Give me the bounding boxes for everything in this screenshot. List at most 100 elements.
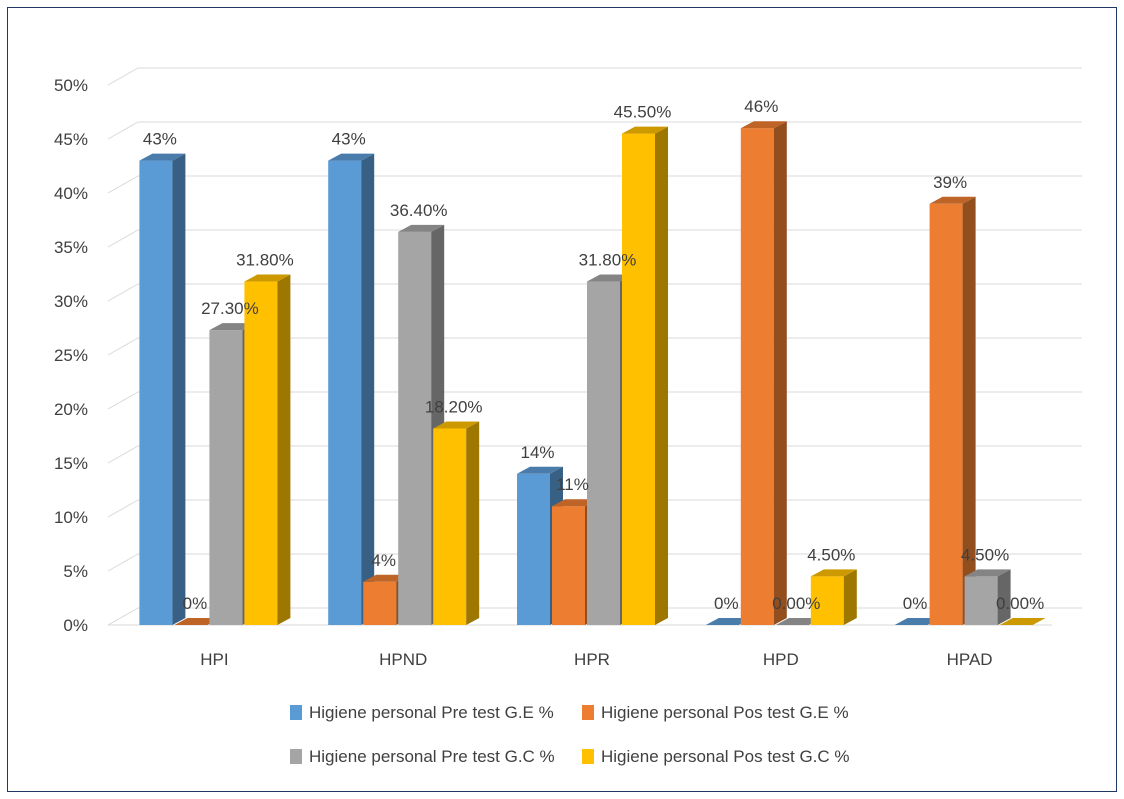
data-label: 43% (143, 130, 177, 149)
category-label: HPD (763, 650, 799, 669)
y-tick-label: 35% (54, 238, 88, 257)
gridline-diagonal (107, 229, 139, 248)
bar-side (172, 153, 186, 625)
gridline-diagonal (107, 553, 139, 572)
bar-top (622, 126, 668, 134)
bar (999, 618, 1046, 625)
bar-front (398, 231, 432, 625)
y-tick-label: 20% (54, 400, 88, 419)
bar-zero-cap (999, 618, 1046, 625)
y-tick-label: 45% (54, 130, 88, 149)
bar-front (740, 128, 774, 625)
bar-top (740, 121, 787, 129)
bar-front (363, 581, 397, 625)
bar-side (277, 274, 291, 625)
legend-label: Higiene personal Pre test G.E % (309, 703, 554, 722)
bar-zero-cap (894, 618, 941, 625)
data-label: 27.30% (201, 299, 259, 318)
bar-top (363, 574, 410, 582)
gridline-diagonal (107, 121, 139, 140)
gridline-diagonal (107, 607, 139, 626)
bar-side (962, 196, 976, 626)
data-label: 4.50% (807, 545, 855, 564)
bar (810, 569, 857, 625)
gridline-diagonal (107, 391, 139, 410)
bar (964, 569, 1011, 625)
legend-label: Higiene personal Pre test G.C % (309, 747, 555, 766)
data-label: 18.20% (425, 397, 483, 416)
y-tick-label: 25% (54, 346, 88, 365)
bar-front (929, 203, 963, 626)
bar (894, 618, 941, 625)
legend-swatch (582, 705, 594, 720)
bar-side (655, 126, 668, 625)
bar (622, 126, 668, 625)
y-axis-ticks: 0% 5% 10% 15% 20% 25% 30% 35% 40% 45% 50% (54, 76, 88, 635)
data-label: 0.00% (772, 594, 820, 613)
gridline-diagonal (107, 175, 139, 194)
data-label: 0% (903, 594, 928, 613)
legend-label: Higiene personal Pos test G.C % (601, 747, 850, 766)
data-label: 0% (714, 594, 739, 613)
data-label: 14% (520, 443, 554, 462)
bar (174, 618, 221, 625)
y-tick-label: 15% (54, 454, 88, 473)
bar (929, 196, 976, 626)
bar-front (139, 160, 173, 625)
legend-swatch (582, 749, 594, 764)
bar-front (244, 281, 278, 625)
category-label: HPAD (947, 650, 993, 669)
data-label: 4.50% (961, 545, 1009, 564)
bar-front (328, 160, 362, 625)
bar-top (810, 569, 857, 577)
y-tick-label: 10% (54, 508, 88, 527)
bar-top (964, 569, 1011, 577)
bar-front (587, 281, 620, 625)
bar-front (622, 133, 655, 625)
data-label: 39% (933, 173, 967, 192)
bar-zero-cap (705, 618, 752, 625)
bar (740, 121, 787, 625)
data-labels-layer: 43% 0% 27.30% 31.80% 43% 4% 36.40% 18.20% 14%11%… (143, 97, 1044, 613)
bar (139, 153, 186, 625)
bar (433, 421, 480, 625)
bar-top (552, 499, 598, 507)
bar-side (997, 569, 1011, 625)
bar-front (209, 330, 243, 625)
bar-front (552, 506, 585, 625)
bar-front (517, 473, 550, 625)
data-label: 43% (332, 130, 366, 149)
bar-side (361, 153, 375, 625)
gridline-diagonal (107, 499, 139, 518)
y-tick-label: 0% (63, 616, 88, 635)
data-label: 0.00% (996, 594, 1044, 613)
data-label: 0% (183, 594, 208, 613)
data-label: 45.50% (614, 103, 672, 122)
legend-label: Higiene personal Pos test G.E % (601, 703, 849, 722)
bar-top (139, 153, 186, 161)
bar-top (929, 196, 976, 204)
bar-side (466, 421, 480, 625)
data-label: 36.40% (390, 201, 448, 220)
category-label: HPND (379, 650, 427, 669)
legend-swatch (290, 749, 302, 764)
gridline-diagonal (107, 445, 139, 464)
gridline-diagonal (107, 283, 139, 302)
data-label: 11% (556, 475, 589, 494)
data-label: 31.80% (579, 251, 637, 270)
bar (705, 618, 752, 625)
y-tick-label: 5% (63, 562, 88, 581)
data-label: 31.80% (236, 251, 294, 270)
y-tick-label: 30% (54, 292, 88, 311)
bars-layer (139, 121, 1046, 626)
bar-top (244, 274, 291, 282)
legend: Higiene personal Pre test G.E % Higiene p… (290, 703, 850, 766)
bar-top (587, 274, 633, 282)
data-label: 46% (744, 97, 778, 116)
bar-front (964, 576, 998, 625)
legend-swatch (290, 705, 302, 720)
x-axis-categories: HPI HPND HPR HPD HPAD (200, 650, 992, 669)
gridline-diagonal (107, 337, 139, 356)
bar-top (209, 323, 256, 331)
bar-top (517, 466, 563, 474)
